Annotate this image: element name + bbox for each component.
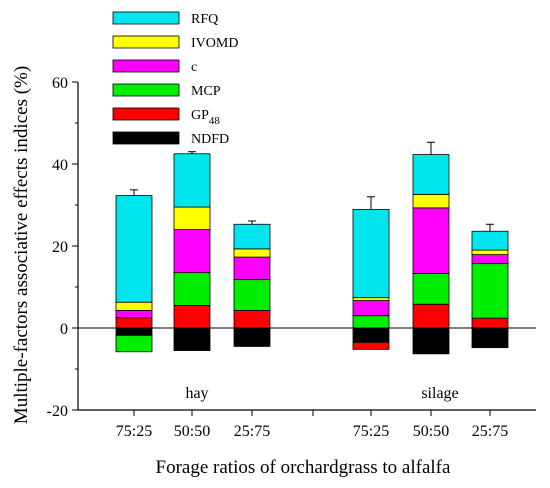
group-label-silage: silage (421, 385, 458, 402)
y-tick-label: 60 (52, 75, 68, 92)
y-tick-label: -20 (47, 403, 68, 420)
bar-segment-gp48 (471, 317, 509, 329)
bar-segment-rfq (471, 230, 509, 251)
bar-segment-rfq (173, 153, 211, 208)
bar-segment-ndfd (115, 327, 153, 336)
bar-segment-ivomd (115, 301, 153, 311)
bar-segment-ndfd (471, 327, 509, 349)
bar-segment-rfq (412, 154, 450, 195)
bar-segment-c (233, 256, 271, 281)
bar-segment-mcp (471, 263, 509, 319)
bar-segment-ivomd (173, 206, 211, 231)
bar-segment-gp48 (173, 305, 211, 329)
legend-label: RFQ (191, 12, 218, 27)
legend-swatch (112, 35, 180, 49)
x-tick-label: 75:25 (116, 423, 152, 440)
legend-swatch (112, 107, 180, 121)
axes-layer: -20 0 20 40 60 75:25 50:50 25:75 75:25 50:50 25:75 (47, 75, 536, 440)
x-tick-label: 50:50 (174, 423, 210, 440)
legend-swatch (112, 11, 180, 25)
bar-segment-gp48 (115, 317, 153, 329)
bar-segment-mcp (233, 279, 271, 311)
legend-swatch (112, 83, 180, 97)
bar-segment-c (352, 300, 390, 317)
x-tick-label: 25:75 (472, 423, 508, 440)
legend-label: IVOMD (191, 36, 238, 51)
x-axis-title: Forage ratios of orchardgrass to alfalfa (156, 457, 451, 478)
bar-segment-mcp (173, 272, 211, 306)
y-tick-label: 20 (52, 239, 68, 256)
x-tick-label: 25:75 (234, 423, 270, 440)
bar-segment-c (471, 254, 509, 265)
y-tick-label: 40 (52, 157, 68, 174)
bar-segment-mcp (412, 273, 450, 305)
legend-label: MCP (191, 84, 221, 99)
bar-segment-rfq (352, 209, 390, 299)
bar-segment-rfq (233, 223, 271, 250)
legend-label: c (191, 60, 197, 75)
bar-segment-mcp (352, 315, 390, 329)
legend: RFQ IVOMD c MCP GP48 NDFD (112, 11, 238, 147)
y-axis-title: Multiple-factors associative effects ind… (11, 66, 32, 424)
bar-segment-ndfd (233, 327, 271, 347)
bar-segment-ivomd (352, 297, 390, 301)
bar-segment-ndfd (173, 327, 211, 351)
legend-swatch (112, 59, 180, 73)
legend-swatch (112, 131, 180, 145)
bars-layer (115, 141, 509, 355)
bar-segment-mcp (115, 334, 153, 353)
y-tick-label: 0 (60, 321, 68, 338)
group-label-hay: hay (185, 385, 208, 402)
bar-segment-ivomd (233, 248, 271, 258)
legend-label: GP48 (191, 108, 220, 127)
bar-segment-gp48 (352, 341, 390, 350)
legend-label: NDFD (191, 132, 229, 147)
x-tick-label: 75:25 (353, 423, 389, 440)
bar-segment-rfq (115, 195, 153, 303)
bar-segment-c (173, 229, 211, 274)
bar-segment-ivomd (471, 249, 509, 256)
x-tick-label: 50:50 (413, 423, 449, 440)
bar-segment-c (412, 207, 450, 274)
bar-segment-ivomd (412, 193, 450, 209)
bar-segment-ndfd (352, 327, 390, 343)
bar-segment-ndfd (412, 327, 450, 355)
bar-segment-gp48 (412, 303, 450, 329)
bar-segment-c (115, 309, 153, 319)
bar-segment-gp48 (233, 309, 271, 329)
